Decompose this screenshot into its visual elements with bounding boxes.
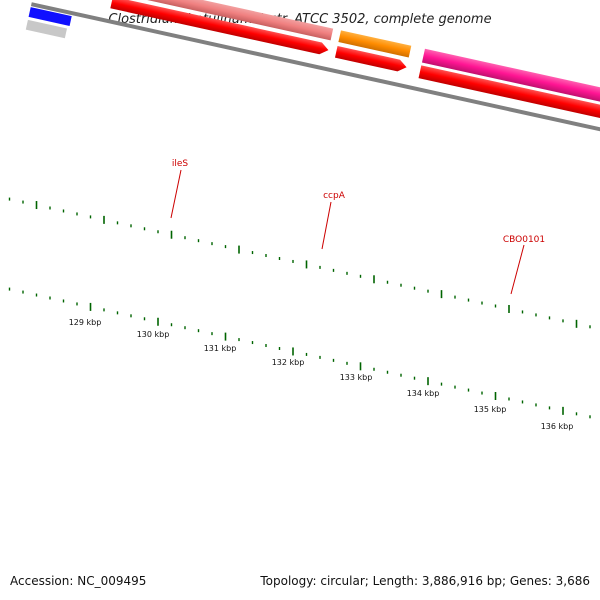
cds-CBO0101-block[interactable] [418, 65, 600, 137]
feature-track [25, 0, 600, 153]
tick-label: 135 kbp [474, 405, 507, 414]
tick-label: 133 kbp [340, 373, 373, 382]
feature-gray [25, 19, 67, 39]
gene-label-CBO0101: CBO0101 [503, 235, 545, 245]
gene-label-ileS: ileS [172, 159, 189, 169]
tick-label: 134 kbp [407, 389, 440, 398]
tick-label: 132 kbp [272, 358, 305, 367]
upper-tick-row [8, 197, 591, 329]
tick-label: 136 kbp [541, 422, 574, 431]
cds-ccpA-arrow[interactable] [334, 45, 408, 73]
feature-blue [28, 7, 72, 26]
gene-ileS-block[interactable] [115, 0, 334, 41]
accession-text: Accession: NC_009495 [10, 574, 147, 588]
genome-backbone [30, 2, 600, 153]
genome-stats-text: Topology: circular; Length: 3,886,916 bp… [260, 574, 590, 588]
label-leader-ileS [170, 169, 182, 219]
lower-tick-row [8, 287, 591, 419]
cds-ileS-arrow[interactable] [110, 0, 329, 56]
label-leader-ccpA [321, 201, 332, 250]
gene-label-ccpA: ccpA [323, 191, 346, 201]
tick-label: 131 kbp [204, 344, 237, 353]
tick-label: 130 kbp [137, 330, 170, 339]
gene-ccpA-block[interactable] [338, 30, 412, 58]
label-leader-CBO0101 [510, 244, 525, 295]
gene-CBO0101-block[interactable] [421, 48, 600, 121]
tick-label: 129 kbp [69, 318, 102, 327]
